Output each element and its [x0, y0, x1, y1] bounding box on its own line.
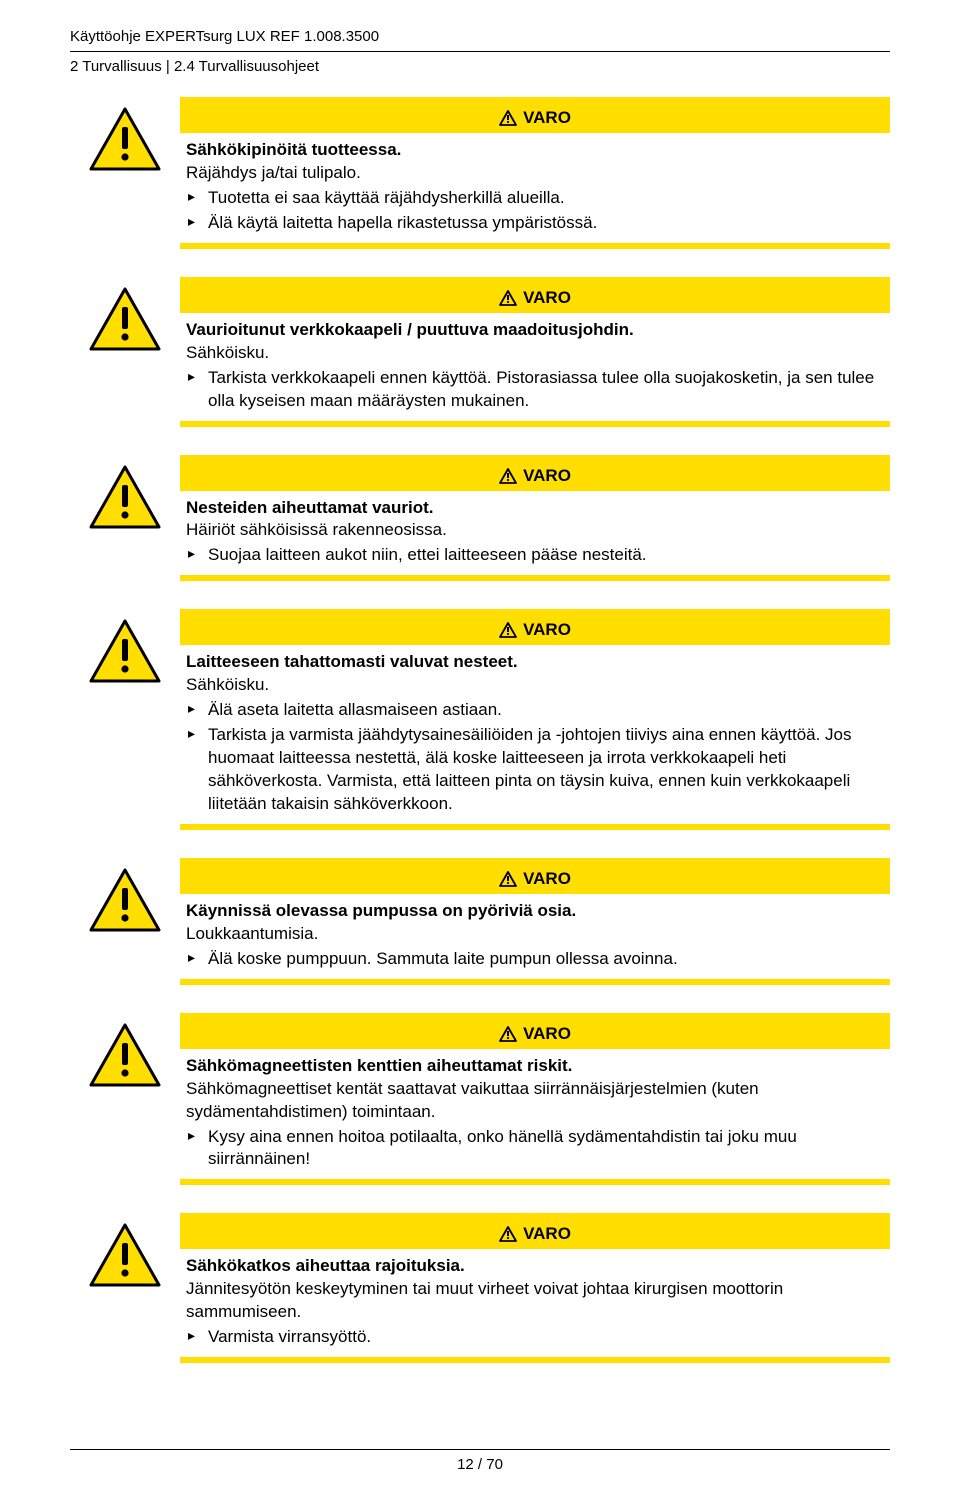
warning-banner-label: VARO [523, 466, 571, 486]
warning-block: VARO Sähkökatkos aiheuttaa rajoituksia.Jä… [70, 1213, 890, 1363]
warning-block: VARO Käynnissä olevassa pumpussa on pyöri… [70, 858, 890, 985]
warning-block: VARO Nesteiden aiheuttamat vauriot.Häiriö… [70, 455, 890, 582]
warning-list: VARO Sähkökipinöitä tuotteessa.Räjähdys j… [70, 97, 890, 1363]
warning-item: Älä käytä laitetta hapella rikastetussa … [186, 212, 884, 235]
warning-item-list: Suojaa laitteen aukot niin, ettei laitte… [186, 544, 884, 567]
warning-item: Älä koske pumppuun. Sammuta laite pumpun… [186, 948, 884, 971]
warning-subtitle: Sähköisku. [186, 342, 884, 365]
warning-block: VARO Sähkömagneettisten kenttien aiheutta… [70, 1013, 890, 1186]
warning-item-list: Älä koske pumppuun. Sammuta laite pumpun… [186, 948, 884, 971]
warning-title: Vaurioitunut verkkokaapeli / puuttuva ma… [186, 319, 884, 342]
warning-item: Varmista virransyöttö. [186, 1326, 884, 1349]
warning-bottom-bar [180, 575, 890, 581]
warning-banner-label: VARO [523, 1024, 571, 1044]
footer-rule [70, 1449, 890, 1450]
warning-bottom-bar [180, 1179, 890, 1185]
warning-triangle-icon [70, 1013, 180, 1087]
warning-item: Tarkista verkkokaapeli ennen käyttöä. Pi… [186, 367, 884, 413]
warning-banner-label: VARO [523, 1224, 571, 1244]
warning-body: Sähkökipinöitä tuotteessa.Räjähdys ja/ta… [180, 133, 890, 243]
warning-content: VARO Sähkömagneettisten kenttien aiheutta… [180, 1013, 890, 1186]
warning-banner: VARO [180, 1219, 890, 1249]
warning-triangle-icon [70, 97, 180, 171]
warning-title: Sähkökatkos aiheuttaa rajoituksia. [186, 1255, 884, 1278]
warning-content: VARO Laitteeseen tahattomasti valuvat nes… [180, 609, 890, 830]
warning-small-triangle-icon [499, 1226, 517, 1242]
warning-triangle-icon [70, 858, 180, 932]
warning-subtitle: Loukkaantumisia. [186, 923, 884, 946]
warning-triangle-icon [70, 1213, 180, 1287]
warning-item-list: Älä aseta laitetta allasmaiseen astiaan.… [186, 699, 884, 816]
warning-banner: VARO [180, 461, 890, 491]
warning-bottom-bar [180, 421, 890, 427]
warning-body: Laitteeseen tahattomasti valuvat nesteet… [180, 645, 890, 824]
warning-banner: VARO [180, 103, 890, 133]
warning-item-list: Varmista virransyöttö. [186, 1326, 884, 1349]
warning-content: VARO Vaurioitunut verkkokaapeli / puuttuv… [180, 277, 890, 427]
warning-title: Laitteeseen tahattomasti valuvat nesteet… [186, 651, 884, 674]
warning-banner-label: VARO [523, 288, 571, 308]
warning-small-triangle-icon [499, 468, 517, 484]
warning-small-triangle-icon [499, 871, 517, 887]
warning-bottom-bar [180, 243, 890, 249]
warning-item: Kysy aina ennen hoitoa potilaalta, onko … [186, 1126, 884, 1172]
warning-block: VARO Vaurioitunut verkkokaapeli / puuttuv… [70, 277, 890, 427]
warning-body: Vaurioitunut verkkokaapeli / puuttuva ma… [180, 313, 890, 421]
warning-block: VARO Sähkökipinöitä tuotteessa.Räjähdys j… [70, 97, 890, 249]
warning-banner: VARO [180, 864, 890, 894]
page-number: 12 / 70 [457, 1456, 503, 1473]
warning-banner-label: VARO [523, 108, 571, 128]
warning-title: Sähkökipinöitä tuotteessa. [186, 139, 884, 162]
warning-bottom-bar [180, 824, 890, 830]
warning-block: VARO Laitteeseen tahattomasti valuvat nes… [70, 609, 890, 830]
doc-title: Käyttöohje EXPERTsurg LUX REF 1.008.3500 [70, 28, 890, 45]
warning-item: Älä aseta laitetta allasmaiseen astiaan. [186, 699, 884, 722]
document-page: Käyttöohje EXPERTsurg LUX REF 1.008.3500… [0, 0, 960, 1503]
warning-bottom-bar [180, 979, 890, 985]
warning-content: VARO Sähkökipinöitä tuotteessa.Räjähdys j… [180, 97, 890, 249]
warning-item: Suojaa laitteen aukot niin, ettei laitte… [186, 544, 884, 567]
warning-title: Sähkömagneettisten kenttien aiheuttamat … [186, 1055, 884, 1078]
warning-content: VARO Käynnissä olevassa pumpussa on pyöri… [180, 858, 890, 985]
warning-small-triangle-icon [499, 290, 517, 306]
warning-item: Tuotetta ei saa käyttää räjähdysherkillä… [186, 187, 884, 210]
breadcrumb: 2 Turvallisuus | 2.4 Turvallisuusohjeet [70, 58, 890, 75]
warning-small-triangle-icon [499, 110, 517, 126]
page-header: Käyttöohje EXPERTsurg LUX REF 1.008.3500… [70, 28, 890, 75]
warning-subtitle: Jännitesyötön keskeytyminen tai muut vir… [186, 1278, 884, 1324]
warning-triangle-icon [70, 609, 180, 683]
warning-subtitle: Sähköisku. [186, 674, 884, 697]
warning-body: Käynnissä olevassa pumpussa on pyöriviä … [180, 894, 890, 979]
warning-banner-label: VARO [523, 869, 571, 889]
warning-body: Sähkömagneettisten kenttien aiheuttamat … [180, 1049, 890, 1180]
page-footer: 12 / 70 [0, 1449, 960, 1473]
warning-content: VARO Sähkökatkos aiheuttaa rajoituksia.Jä… [180, 1213, 890, 1363]
warning-banner: VARO [180, 615, 890, 645]
warning-banner: VARO [180, 283, 890, 313]
header-rule [70, 51, 890, 52]
warning-subtitle: Sähkömagneettiset kentät saattavat vaiku… [186, 1078, 884, 1124]
warning-banner: VARO [180, 1019, 890, 1049]
warning-item-list: Kysy aina ennen hoitoa potilaalta, onko … [186, 1126, 884, 1172]
warning-body: Nesteiden aiheuttamat vauriot.Häiriöt sä… [180, 491, 890, 576]
warning-banner-label: VARO [523, 620, 571, 640]
warning-title: Käynnissä olevassa pumpussa on pyöriviä … [186, 900, 884, 923]
warning-small-triangle-icon [499, 1026, 517, 1042]
warning-subtitle: Räjähdys ja/tai tulipalo. [186, 162, 884, 185]
warning-item-list: Tuotetta ei saa käyttää räjähdysherkillä… [186, 187, 884, 235]
warning-subtitle: Häiriöt sähköisissä rakenneosissa. [186, 519, 884, 542]
warning-item: Tarkista ja varmista jäähdytysainesäiliö… [186, 724, 884, 816]
warning-small-triangle-icon [499, 622, 517, 638]
warning-body: Sähkökatkos aiheuttaa rajoituksia.Jännit… [180, 1249, 890, 1357]
warning-triangle-icon [70, 455, 180, 529]
warning-triangle-icon [70, 277, 180, 351]
warning-item-list: Tarkista verkkokaapeli ennen käyttöä. Pi… [186, 367, 884, 413]
warning-title: Nesteiden aiheuttamat vauriot. [186, 497, 884, 520]
warning-bottom-bar [180, 1357, 890, 1363]
warning-content: VARO Nesteiden aiheuttamat vauriot.Häiriö… [180, 455, 890, 582]
